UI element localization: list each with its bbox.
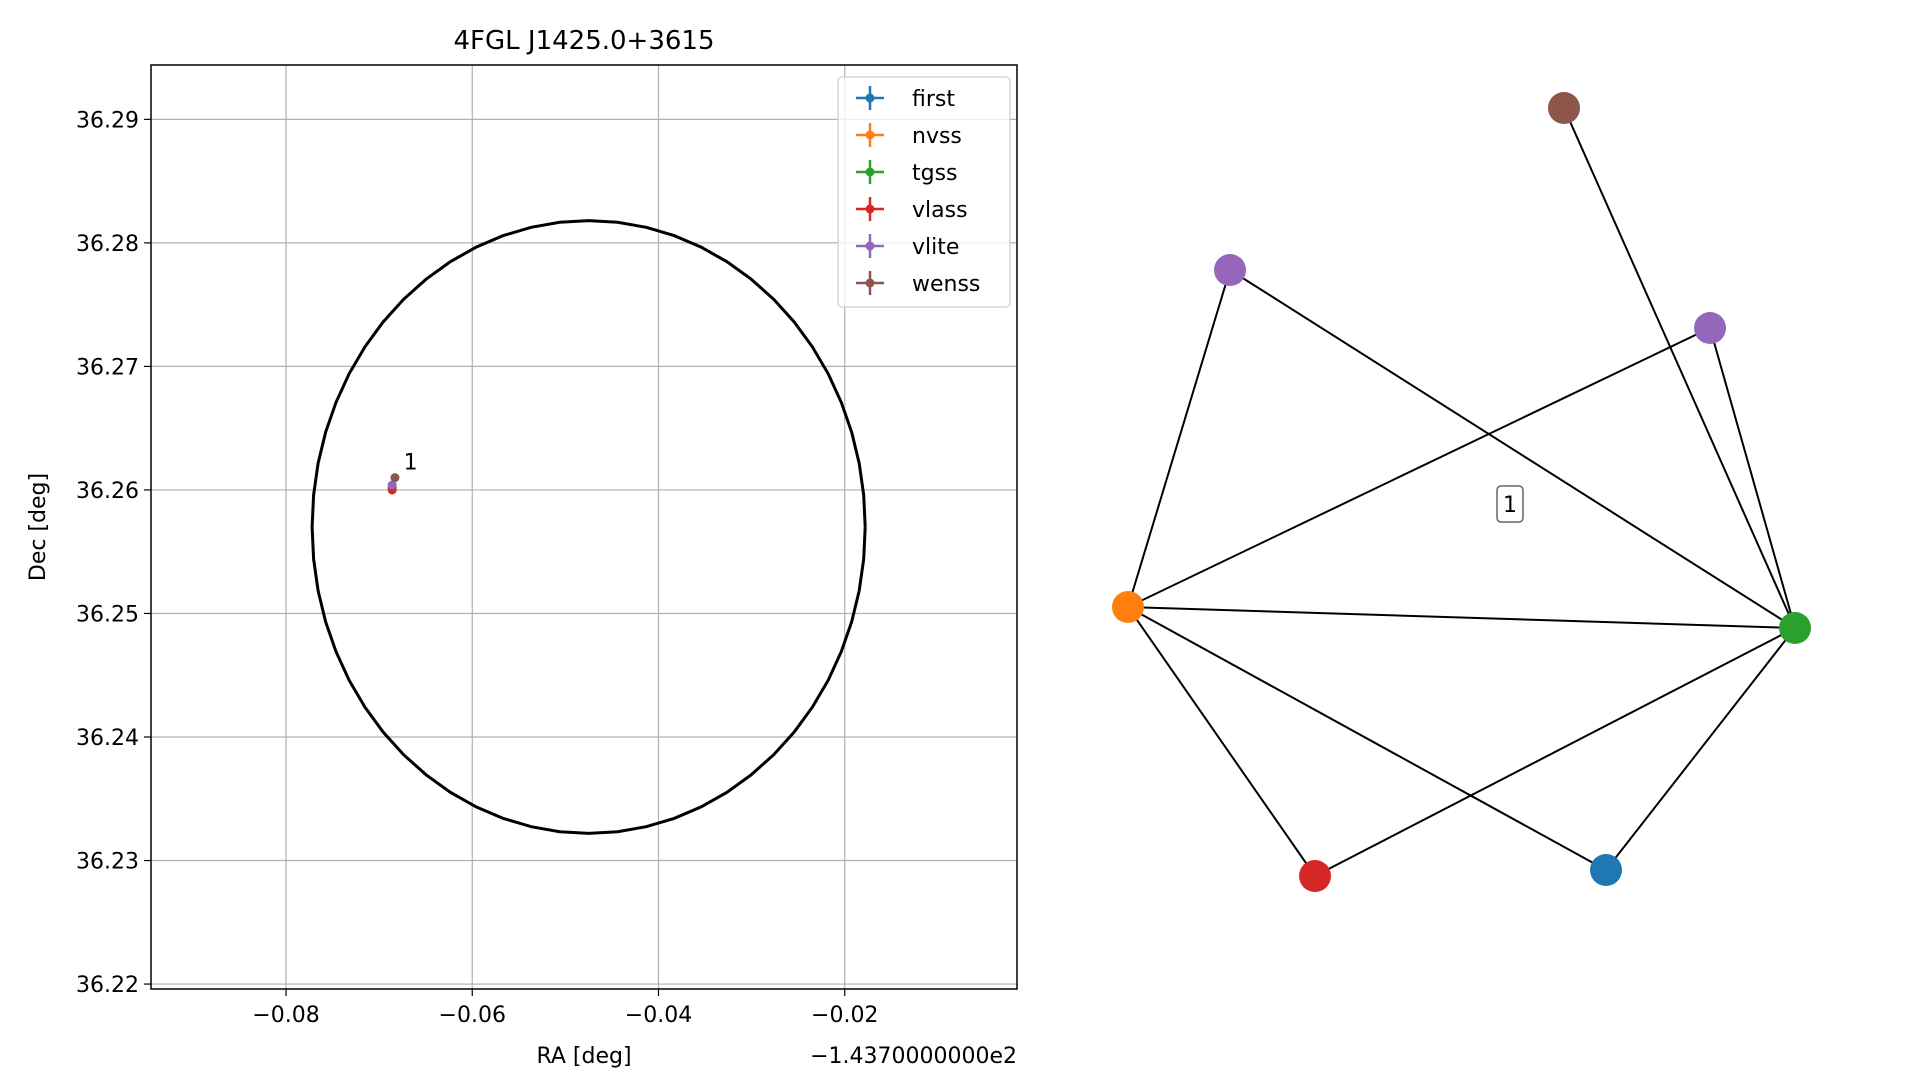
legend-marker-dot [865,167,875,177]
network-nodes [1112,92,1811,892]
network-graph: 1 [1112,92,1811,892]
legend-label: first [912,87,955,112]
legend-entry-tgss: tgss [856,160,958,186]
node-vlass [1299,860,1331,892]
cluster-label: 1 [1496,485,1524,523]
edge-vlass-tgss [1314,627,1796,877]
chart-title: 4FGL J1425.0+3615 [454,26,715,56]
x-axis-ticks: −0.08 −0.06 −0.04 −0.02 [252,989,878,1028]
legend-label: vlite [912,235,959,260]
legend-entry-nvss: nvss [856,123,962,149]
edge-nvss-tgss [1127,606,1796,629]
legend-label: wenss [912,272,980,297]
legend-entry-vlite: vlite [856,234,959,260]
data-point-vlite [387,480,397,490]
data-point-wenss [390,473,400,483]
node-vlite_b [1694,312,1726,344]
legend-marker-dot [865,130,875,140]
y-tick-label: 36.26 [76,479,139,504]
edge-nvss-vlite_b [1127,327,1711,608]
grid-lines [151,65,1017,989]
y-tick-label: 36.29 [76,108,139,133]
edge-first-tgss [1605,627,1796,871]
edge-nvss-first [1127,606,1607,871]
node-tgss [1779,612,1811,644]
cluster-label-text: 1 [1503,493,1517,518]
legend-marker-dot [865,93,875,103]
data-points [387,473,400,495]
legend-marker-dot [865,241,875,251]
node-nvss [1112,591,1144,623]
edge-nvss-vlass [1127,606,1316,877]
node-vlite_a [1214,254,1246,286]
legend: first nvss tgss vlass vlite wenss [837,76,1011,308]
y-tick-label: 36.22 [76,973,139,998]
edge-vlite_a-tgss [1229,269,1796,629]
x-tick-label: −0.08 [252,1003,319,1028]
y-axis-label: Dec [deg] [26,473,51,581]
annotations: 1 [404,450,418,475]
legend-label: nvss [912,124,962,149]
edge-nvss-vlite_a [1127,269,1231,608]
x-axis-label: RA [deg] [536,1044,631,1069]
legend-label: tgss [912,161,958,186]
x-tick-label: −0.04 [625,1003,692,1028]
edge-wenss-tgss [1563,107,1796,629]
node-first [1590,854,1622,886]
y-tick-label: 36.28 [76,232,139,257]
x-axis-offset-label: −1.4370000000e2 [810,1044,1017,1069]
plot-frame [150,64,1018,990]
localization-ellipse [310,219,867,835]
y-tick-label: 36.25 [76,602,139,627]
edge-vlite_b-tgss [1709,327,1796,629]
point-annotation: 1 [404,450,418,475]
legend-label: vlass [912,198,968,223]
y-axis-ticks: 36.22 36.23 36.24 36.25 36.26 36.27 36.28 36.29 [76,108,151,998]
cluster-label-box [1496,485,1524,523]
x-tick-label: −0.06 [439,1003,506,1028]
legend-entry-wenss: wenss [856,271,980,297]
legend-marker-dot [865,278,875,288]
node-wenss [1548,92,1580,124]
legend-entry-first: first [856,86,955,112]
ellipse-outline [310,219,867,835]
network-edges [1127,107,1796,877]
y-tick-label: 36.27 [76,355,139,380]
x-tick-label: −0.02 [811,1003,878,1028]
scatter-panel: 1 −0.08 −0.06 −0.04 −0.02 36.2236.2336.2436… [26,26,1018,1069]
y-tick-label: 36.23 [76,850,139,875]
legend-entry-vlass: vlass [856,197,968,223]
y-tick-label: 36.24 [76,726,139,751]
legend-entries: first nvss tgss vlass vlite wenss [856,86,980,297]
legend-marker-dot [865,204,875,214]
